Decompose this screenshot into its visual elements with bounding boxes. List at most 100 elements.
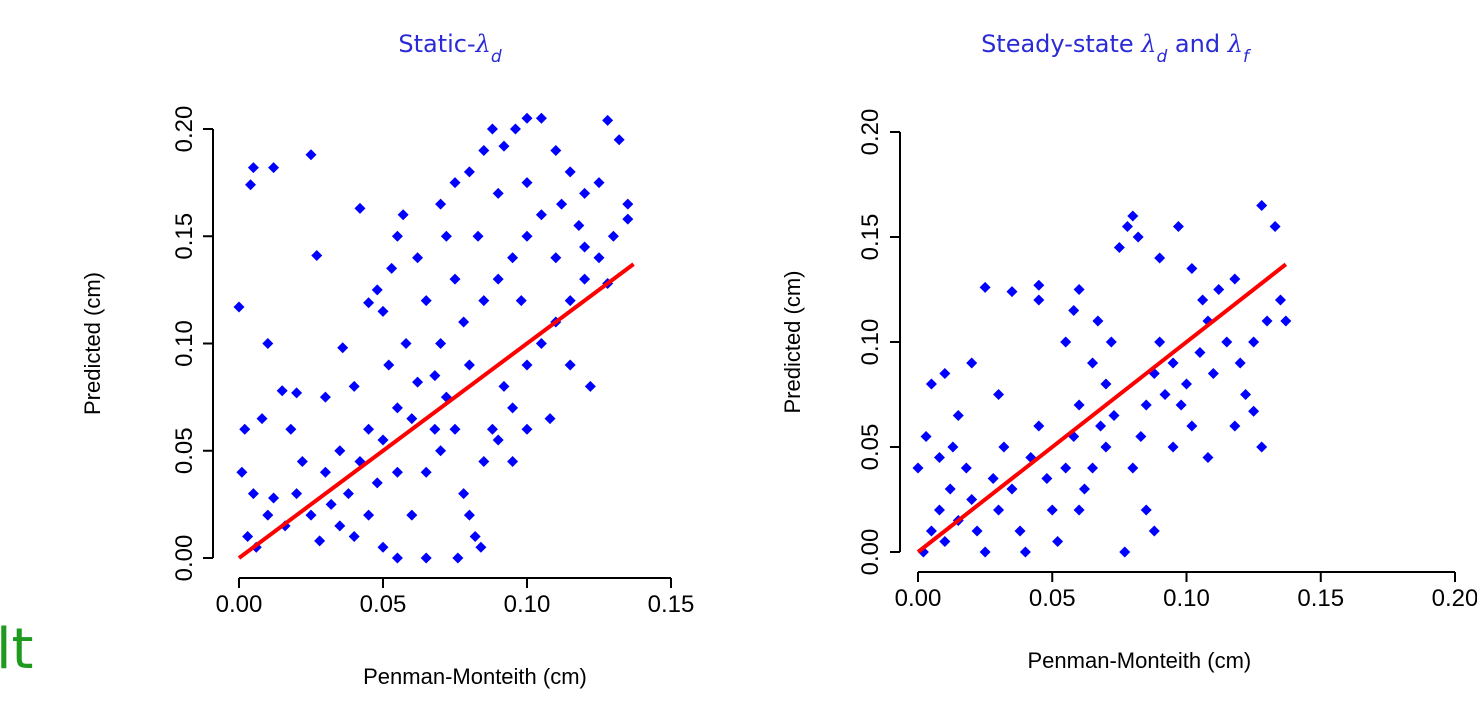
point <box>933 504 945 516</box>
point <box>334 445 346 457</box>
point <box>1087 462 1099 474</box>
point <box>1113 242 1125 253</box>
point <box>1073 504 1085 516</box>
point <box>1172 221 1184 232</box>
point <box>960 462 972 474</box>
point <box>1121 221 1133 232</box>
point <box>492 187 504 199</box>
point <box>622 198 634 210</box>
point <box>613 134 625 146</box>
x-axis-label: Penman-Monteith (cm) <box>363 664 587 689</box>
point <box>449 177 461 189</box>
point <box>440 230 452 242</box>
point <box>391 230 403 242</box>
point <box>521 230 533 242</box>
point <box>998 441 1010 453</box>
point <box>1033 294 1045 306</box>
point <box>556 198 568 210</box>
point <box>564 359 576 371</box>
x-tick-label: 0.00 <box>895 585 942 612</box>
point <box>1148 525 1160 537</box>
y-tick-label: 0.05 <box>857 424 884 471</box>
point <box>1194 347 1206 358</box>
y-axis-label: Predicted (cm) <box>80 272 105 415</box>
point <box>993 504 1005 516</box>
point <box>535 112 547 124</box>
point <box>412 376 424 388</box>
point <box>319 466 331 478</box>
x-tick-label: 0.20 <box>1432 585 1477 612</box>
point <box>449 273 461 285</box>
point <box>247 488 259 500</box>
title-part: λ <box>475 30 491 58</box>
point <box>291 387 303 399</box>
x-tick-label: 0.00 <box>216 591 263 618</box>
point <box>1033 420 1045 432</box>
y-tick-label: 0.00 <box>857 529 884 576</box>
point <box>521 423 533 435</box>
point <box>377 434 389 446</box>
point <box>337 342 349 354</box>
point <box>305 149 317 161</box>
point <box>291 488 303 500</box>
point <box>469 531 481 543</box>
point <box>1274 294 1286 306</box>
point <box>463 509 475 521</box>
point <box>1167 441 1179 453</box>
title-part: f <box>1243 47 1252 67</box>
y-tick-label: 0.00 <box>171 535 198 582</box>
point <box>944 483 956 495</box>
point <box>1006 286 1018 298</box>
point <box>1046 504 1058 516</box>
point <box>478 295 490 307</box>
point <box>912 462 924 474</box>
point <box>354 202 366 214</box>
point <box>1132 231 1144 243</box>
fit-line <box>237 262 635 560</box>
point <box>449 423 461 435</box>
x-tick-label: 0.15 <box>1297 585 1344 612</box>
point <box>262 338 274 349</box>
y-tick-label: 0.10 <box>171 320 198 367</box>
point <box>377 541 389 553</box>
point <box>296 455 308 467</box>
point <box>1175 399 1187 411</box>
point <box>492 434 504 446</box>
point <box>1078 483 1090 495</box>
x-tick-label: 0.05 <box>360 591 407 618</box>
point <box>1181 378 1192 390</box>
point <box>966 494 978 505</box>
point <box>406 509 418 521</box>
point <box>521 112 533 124</box>
point <box>607 230 619 242</box>
point <box>435 445 447 457</box>
point <box>391 552 403 564</box>
point <box>1221 336 1233 348</box>
point <box>564 295 576 307</box>
point <box>1014 525 1026 537</box>
point <box>435 198 447 210</box>
point <box>463 359 475 371</box>
point <box>391 402 403 414</box>
point <box>1202 452 1214 463</box>
y-tick-label: 0.20 <box>171 106 198 153</box>
slide-text-fragment: lt <box>0 617 34 682</box>
x-tick-label: 0.15 <box>648 591 695 618</box>
point <box>1213 284 1225 295</box>
point <box>1234 357 1246 369</box>
point <box>429 370 441 382</box>
point <box>1108 410 1120 421</box>
point <box>1073 399 1085 411</box>
point <box>268 162 280 174</box>
point <box>472 230 484 242</box>
point <box>1186 263 1198 274</box>
x-tick-label: 0.10 <box>1163 585 1210 612</box>
point <box>452 552 464 564</box>
point <box>1073 284 1085 295</box>
point <box>498 140 510 152</box>
point <box>1100 378 1112 390</box>
point <box>521 359 533 371</box>
point <box>1207 368 1219 379</box>
point <box>1261 315 1273 327</box>
point <box>1280 315 1292 327</box>
